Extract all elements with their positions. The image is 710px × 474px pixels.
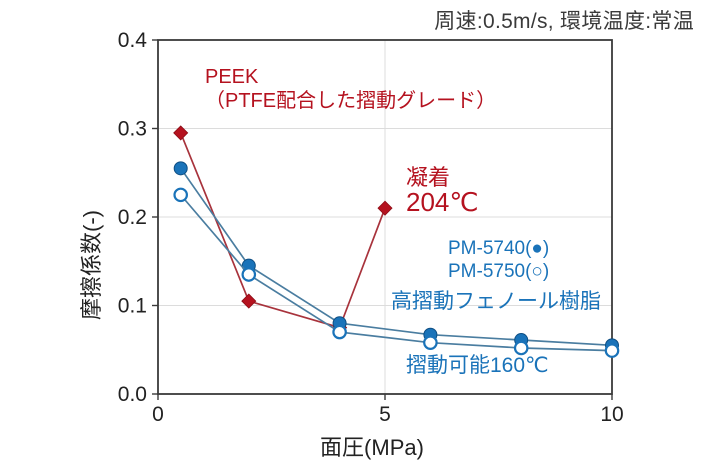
data-point-open-circle bbox=[332, 324, 347, 340]
series-line-pm-5750 bbox=[180, 194, 613, 352]
legend-item-pm5740: PM-5740(●) bbox=[448, 238, 550, 259]
series-line-pm-5740 bbox=[180, 167, 613, 347]
x-tick-label: 0 bbox=[152, 403, 164, 426]
y-axis-title: 摩擦係数(-) bbox=[79, 210, 104, 320]
data-point-diamond bbox=[377, 200, 393, 216]
y-tick-label: 0.4 bbox=[118, 29, 148, 52]
x-tick-label: 5 bbox=[379, 403, 391, 426]
y-tick-label: 0.1 bbox=[118, 295, 147, 318]
x-axis-title: 面圧(MPa) bbox=[320, 435, 424, 460]
peek-series-label-line1: PEEK bbox=[205, 66, 259, 88]
y-tick-label: 0.3 bbox=[118, 118, 147, 141]
data-point-open-circle bbox=[604, 343, 620, 358]
legend: PM-5740(●) PM-5750(○) bbox=[448, 238, 549, 284]
legend-item-pm5750: PM-5750(○) bbox=[448, 260, 550, 282]
data-point-open-circle bbox=[423, 335, 438, 350]
x-tick-label: 10 bbox=[600, 403, 623, 426]
test-conditions: 周速:0.5m/s, 環境温度:常温 bbox=[434, 10, 694, 33]
data-point-diamond bbox=[173, 125, 189, 141]
y-tick-label: 0.2 bbox=[118, 206, 147, 229]
adhesion-annotation-temp: 204℃ bbox=[406, 187, 479, 218]
data-point-diamond bbox=[241, 293, 257, 309]
slidable-temp-label: 摺動可能160℃ bbox=[406, 354, 549, 377]
data-point-open-circle bbox=[513, 340, 529, 356]
phenolic-series-label: 高摺動フェノール樹脂 bbox=[391, 290, 601, 313]
y-tick-label: 0.0 bbox=[118, 383, 147, 406]
data-point-open-circle bbox=[241, 267, 257, 282]
peek-series-label-line2: （PTFE配合した摺動グレード） bbox=[205, 89, 497, 112]
adhesion-annotation: 凝着 204℃ bbox=[406, 165, 479, 218]
adhesion-annotation-word: 凝着 bbox=[406, 165, 451, 190]
peek-series-label: PEEK （PTFE配合した摺動グレード） bbox=[205, 66, 496, 113]
data-point-open-circle bbox=[173, 187, 188, 203]
data-point-filled-circle bbox=[173, 161, 188, 176]
